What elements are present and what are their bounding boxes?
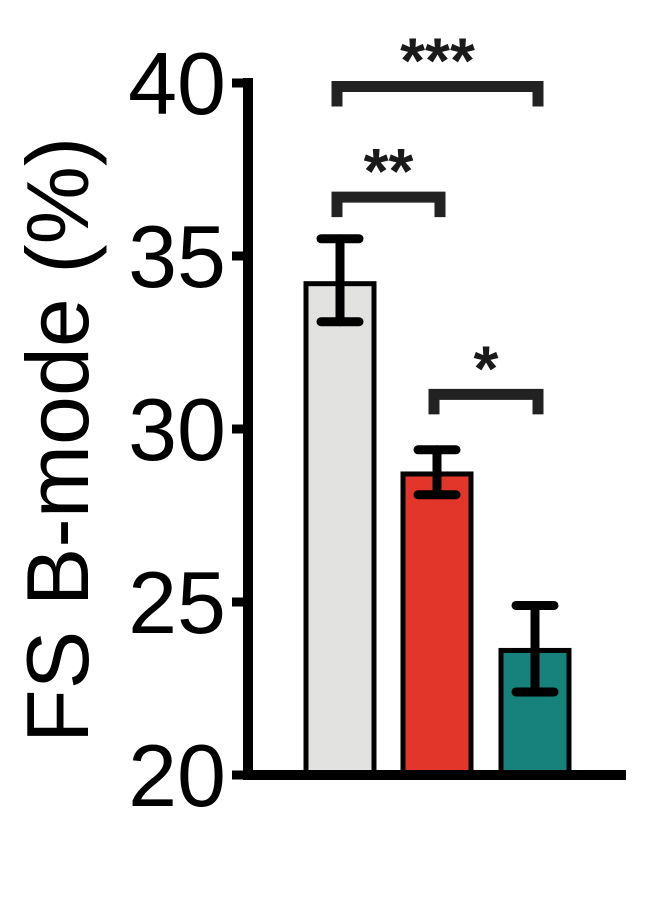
- significance-label: *: [474, 332, 499, 404]
- y-tick-label: 20: [128, 726, 226, 825]
- y-tick-label: 25: [128, 553, 226, 652]
- y-tick-label: 30: [128, 380, 226, 479]
- axes: [243, 78, 626, 780]
- significance-label: **: [364, 135, 414, 207]
- significance-bracket-line: [428, 388, 544, 415]
- significance-bracket-line: [331, 191, 446, 218]
- significance-label: ***: [400, 24, 475, 96]
- bars: [303, 281, 572, 778]
- bar-2: [400, 471, 474, 778]
- y-axis-label: FS B-mode (%): [8, 137, 107, 743]
- error-bar-3: [511, 600, 559, 697]
- y-axis-label-group: FS B-mode (%): [8, 137, 107, 743]
- y-axis-ticks: 20 25 30 35 40: [128, 34, 248, 825]
- bar-1: [303, 281, 377, 778]
- significance-bracket-line: [331, 80, 544, 107]
- y-tick-label: 35: [128, 207, 226, 306]
- y-tick-label: 40: [128, 34, 226, 133]
- significance-bracket: ***: [331, 24, 544, 107]
- significance-bracket: *: [428, 332, 544, 415]
- error-bar-2: [413, 445, 461, 500]
- error-bars: [316, 234, 559, 697]
- error-bar-1: [316, 234, 364, 327]
- significance-brackets: ******: [331, 24, 544, 415]
- significance-bracket: **: [331, 135, 446, 218]
